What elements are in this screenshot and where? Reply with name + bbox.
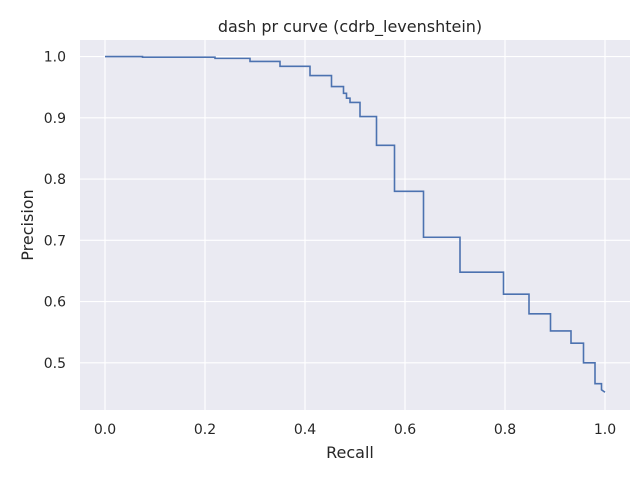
y-tick-label: 0.5 — [44, 356, 66, 372]
x-tick-label: 0.4 — [294, 422, 316, 438]
x-axis-label: Recall — [326, 443, 374, 462]
x-tick-label: 0.0 — [94, 422, 116, 438]
y-tick-label: 0.9 — [44, 111, 66, 127]
y-axis-ticks: 0.5 0.6 0.7 0.8 0.9 1.0 — [44, 50, 66, 372]
plot-area — [80, 40, 630, 410]
x-tick-label: 0.6 — [394, 422, 416, 438]
x-tick-label: 1.0 — [594, 422, 616, 438]
y-tick-label: 0.8 — [44, 172, 66, 188]
x-axis-ticks: 0.0 0.2 0.4 0.6 0.8 1.0 — [94, 422, 616, 438]
y-axis-label: Precision — [18, 189, 37, 260]
x-tick-label: 0.8 — [494, 422, 516, 438]
pr-curve-line — [105, 55, 606, 393]
y-tick-label: 0.7 — [44, 233, 66, 249]
series-group — [105, 55, 606, 393]
x-tick-label: 0.2 — [194, 422, 216, 438]
chart-title: dash pr curve (cdrb_levenshtein) — [218, 17, 482, 37]
y-tick-label: 1.0 — [44, 50, 66, 66]
y-tick-label: 0.6 — [44, 295, 66, 311]
